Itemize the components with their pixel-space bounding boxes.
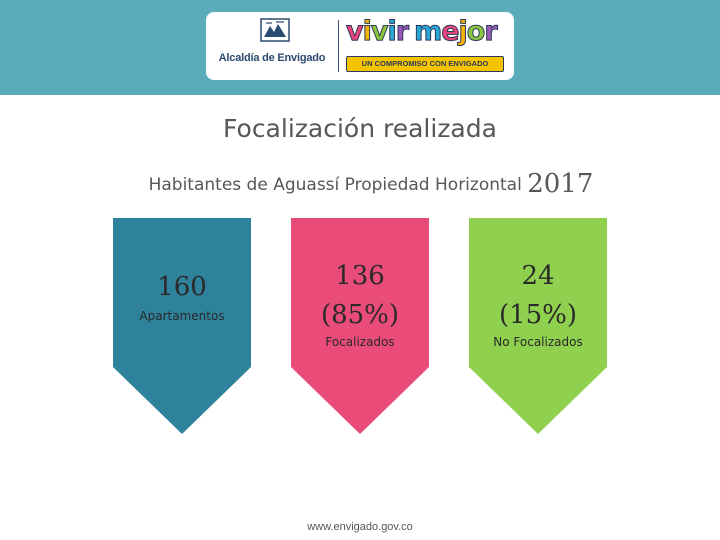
logo-divider: [338, 20, 339, 72]
org-name: Alcaldía de Envigado: [218, 52, 326, 64]
card-value: 24: [521, 261, 555, 291]
card-percent: (15%): [498, 300, 578, 330]
card-value: 160: [157, 272, 207, 302]
envigado-seal-icon: [260, 18, 290, 42]
logo-panel: Alcaldía de Envigado vivir mejor UN COMPR…: [206, 12, 514, 80]
card-label: Apartamentos: [139, 309, 225, 323]
page-subtitle: Habitantes de Aguassí Propiedad Horizont…: [0, 166, 720, 203]
subtitle-text: Habitantes de Aguassí Propiedad Horizont…: [148, 175, 522, 195]
page-title: Focalización realizada: [223, 114, 497, 143]
header-banner: Alcaldía de Envigado vivir mejor UN COMPR…: [0, 0, 720, 95]
brand-tagline: UN COMPROMISO CON ENVIGADO: [346, 56, 504, 72]
card-no-focalizados: 24 (15%) No Focalizados: [469, 218, 607, 434]
card-label: Focalizados: [325, 335, 395, 349]
card-focalizados: 136 (85%) Focalizados: [291, 218, 429, 434]
subtitle-year: 2017: [527, 169, 594, 199]
card-percent: (85%): [320, 300, 400, 330]
card-label: No Focalizados: [493, 335, 583, 349]
card-apartamentos: 160 Apartamentos: [113, 218, 251, 434]
brand-logo: vivir mejor: [346, 16, 499, 48]
footer-url[interactable]: www.envigado.gov.co: [307, 521, 413, 533]
card-value: 136: [335, 261, 385, 291]
